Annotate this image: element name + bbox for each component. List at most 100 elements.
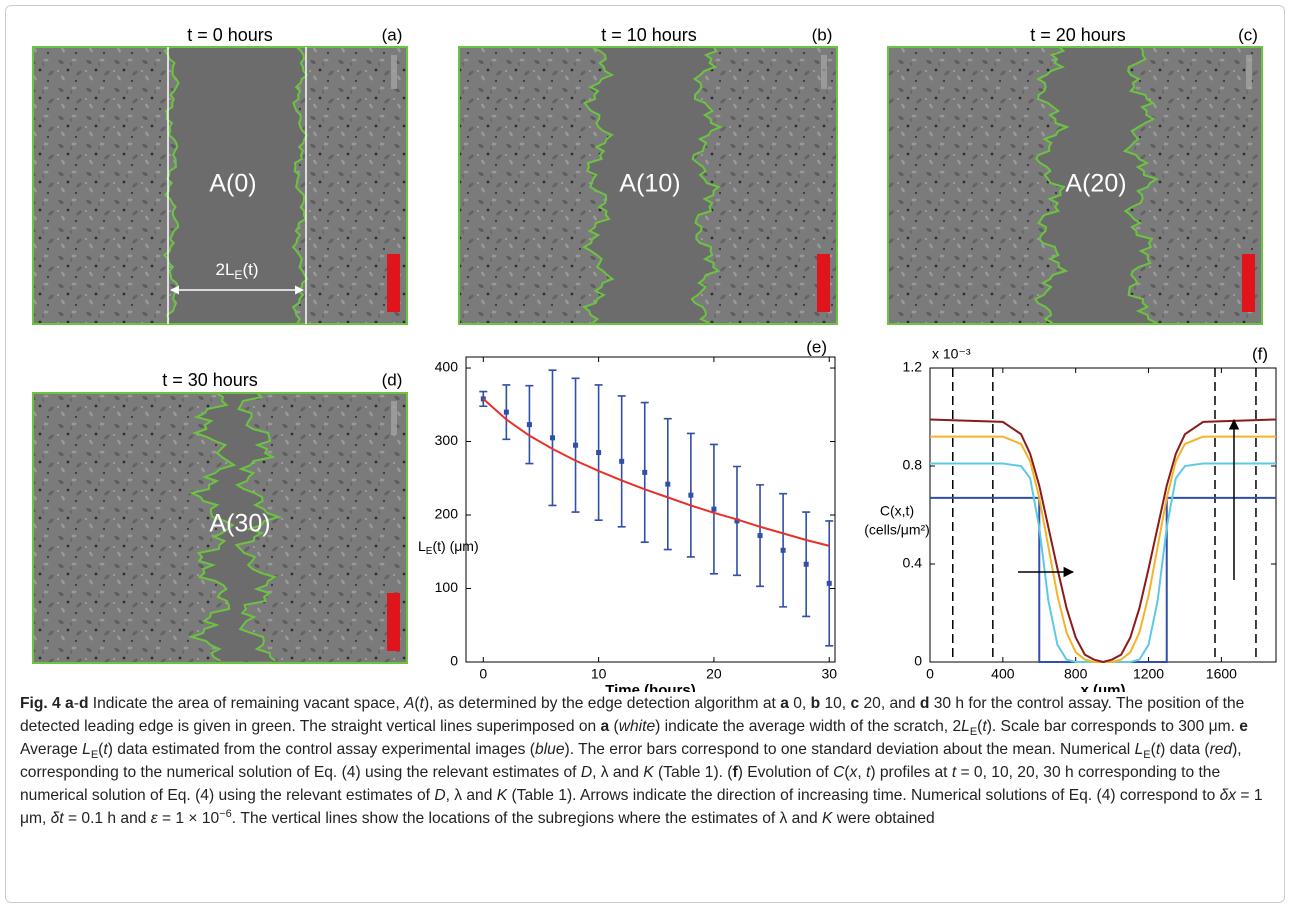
caption-text: D xyxy=(580,764,593,781)
caption-text: b xyxy=(810,695,821,712)
caption-text: ( xyxy=(609,718,619,735)
region-label: A(0) xyxy=(209,170,256,198)
caption-text: ). Scale bar corresponds to 300 μm. xyxy=(986,718,1240,735)
data-point xyxy=(503,409,509,415)
width-label-end: (t) xyxy=(242,260,258,279)
x-tick-label: 0 xyxy=(926,666,934,682)
caption-text: Average xyxy=(20,741,83,758)
figure-border xyxy=(5,5,1285,903)
y-axis-label: (cells/μm²) xyxy=(864,522,930,538)
scale-bar xyxy=(817,254,830,312)
figure: t = 0 hours (a)A(0)2LE(t)t = 10 hours (b)A… xyxy=(32,25,1277,692)
caption-text: ), as determined by the edge detection a… xyxy=(423,695,781,712)
caption-text: 0, xyxy=(788,695,811,712)
micrograph-border xyxy=(458,46,838,325)
region-label: A(10) xyxy=(619,170,680,198)
caption-text: E xyxy=(969,726,978,739)
caption-text: 30 h for the control assay. The position… xyxy=(20,695,1245,735)
caption-text: L xyxy=(82,741,91,758)
caption-text: t xyxy=(103,741,108,758)
caption-text: x xyxy=(849,764,858,781)
scale-bar xyxy=(387,593,400,651)
y-tick-label: 0.4 xyxy=(903,555,923,571)
data-point xyxy=(734,518,740,524)
caption-text: - xyxy=(73,695,79,712)
caption-text: t xyxy=(951,764,957,781)
y-tick-label: 0 xyxy=(450,653,458,669)
x-tick-label: 20 xyxy=(706,666,722,682)
panel-title: t = 10 hours xyxy=(601,25,697,45)
caption-text: ε xyxy=(150,810,158,827)
caption-text: 20, and xyxy=(859,695,920,712)
caption-text: E xyxy=(90,749,99,762)
caption-text: (Table 1). ( xyxy=(653,764,733,781)
caption-text: ) profiles at xyxy=(870,764,952,781)
caption-text: d xyxy=(78,695,89,712)
panel-label: (d) xyxy=(382,370,403,389)
y-tick-label: 300 xyxy=(435,432,459,448)
width-label-sub: E xyxy=(234,268,242,282)
caption-text: ( xyxy=(98,741,104,758)
y-tick-label: 0.8 xyxy=(903,457,923,473)
panel-label: (a) xyxy=(382,25,403,44)
caption-text: a xyxy=(600,718,610,735)
scale-bar xyxy=(387,254,400,312)
scale-tag xyxy=(821,55,827,89)
y-tick-label: 200 xyxy=(435,506,459,522)
chart-title: (f) xyxy=(1252,344,1268,363)
y-axis-label-end: (t) (μm) xyxy=(432,538,478,554)
y-axis-label-main: L xyxy=(418,538,426,554)
y-tick-label: 0 xyxy=(914,653,922,669)
caption-text: ) data ( xyxy=(1160,741,1210,758)
micrograph-border xyxy=(32,392,408,664)
caption-text: , xyxy=(857,764,866,781)
caption-text: ( xyxy=(1150,741,1156,758)
caption-text: c xyxy=(850,695,860,712)
panel-title: t = 20 hours xyxy=(1030,25,1126,45)
caption-text: = 0, 10, 20, 30 h corresponding to the n… xyxy=(20,764,1221,804)
x-tick-label: 1600 xyxy=(1206,666,1237,682)
caption-text: e xyxy=(1239,718,1248,735)
region-label: A(20) xyxy=(1065,170,1126,198)
caption-text: d xyxy=(919,695,930,712)
caption-text: t xyxy=(866,764,871,781)
y-tick-label: 400 xyxy=(435,359,459,375)
caption-text: ( xyxy=(977,718,983,735)
vacant-region xyxy=(1035,47,1157,323)
caption-text: Fig. 4 a xyxy=(20,695,74,712)
x-axis-label: Time (hours) xyxy=(605,682,696,692)
leading-edge xyxy=(690,46,723,324)
leading-edge xyxy=(1122,46,1159,324)
series-line xyxy=(482,398,830,547)
x-axis-label: x (μm) xyxy=(1080,682,1125,692)
caption-text: L xyxy=(961,718,970,735)
caption-text: . The vertical lines show the locations … xyxy=(231,810,823,827)
caption-text: blue xyxy=(535,741,565,758)
caption-text: , λ and xyxy=(592,764,644,781)
leading-edge xyxy=(187,392,237,662)
data-point xyxy=(780,547,786,553)
caption-text: E xyxy=(1143,749,1151,762)
vacant-region xyxy=(164,47,308,323)
leading-edge xyxy=(1033,46,1070,324)
plot-frame xyxy=(929,367,1277,663)
caption-text: white xyxy=(618,718,656,735)
data-point xyxy=(573,442,579,448)
caption-text: t xyxy=(982,718,987,735)
leading-edge xyxy=(234,392,282,662)
plot-frame xyxy=(465,356,836,663)
caption-text: K xyxy=(643,764,654,781)
caption-text: red xyxy=(1209,741,1233,758)
scale-tag xyxy=(391,401,397,435)
series-line xyxy=(929,418,1277,664)
data-point xyxy=(596,450,602,456)
scale-bar xyxy=(1242,254,1255,312)
micrograph-border xyxy=(887,46,1263,325)
width-label-main: 2L xyxy=(216,260,235,279)
panel-title: t = 30 hours xyxy=(162,370,258,390)
x-tick-label: 10 xyxy=(591,666,607,682)
caption-text: ). The error bars correspond to one stan… xyxy=(564,741,1135,758)
caption-text: ), corresponding to the numerical soluti… xyxy=(20,741,1242,781)
y-axis-label: C(x,t) xyxy=(880,503,914,519)
